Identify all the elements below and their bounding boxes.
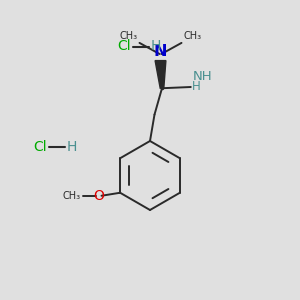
- Polygon shape: [155, 61, 166, 88]
- Text: N: N: [154, 44, 167, 59]
- Text: CH₃: CH₃: [184, 31, 202, 41]
- Text: NH: NH: [192, 70, 212, 83]
- Text: Cl: Cl: [33, 140, 46, 154]
- Text: H: H: [66, 140, 77, 154]
- Text: CH₃: CH₃: [63, 191, 81, 201]
- Text: CH₃: CH₃: [119, 31, 137, 41]
- Text: H: H: [192, 80, 201, 93]
- Text: H: H: [150, 40, 161, 53]
- Text: O: O: [94, 189, 105, 203]
- Text: Cl: Cl: [117, 40, 130, 53]
